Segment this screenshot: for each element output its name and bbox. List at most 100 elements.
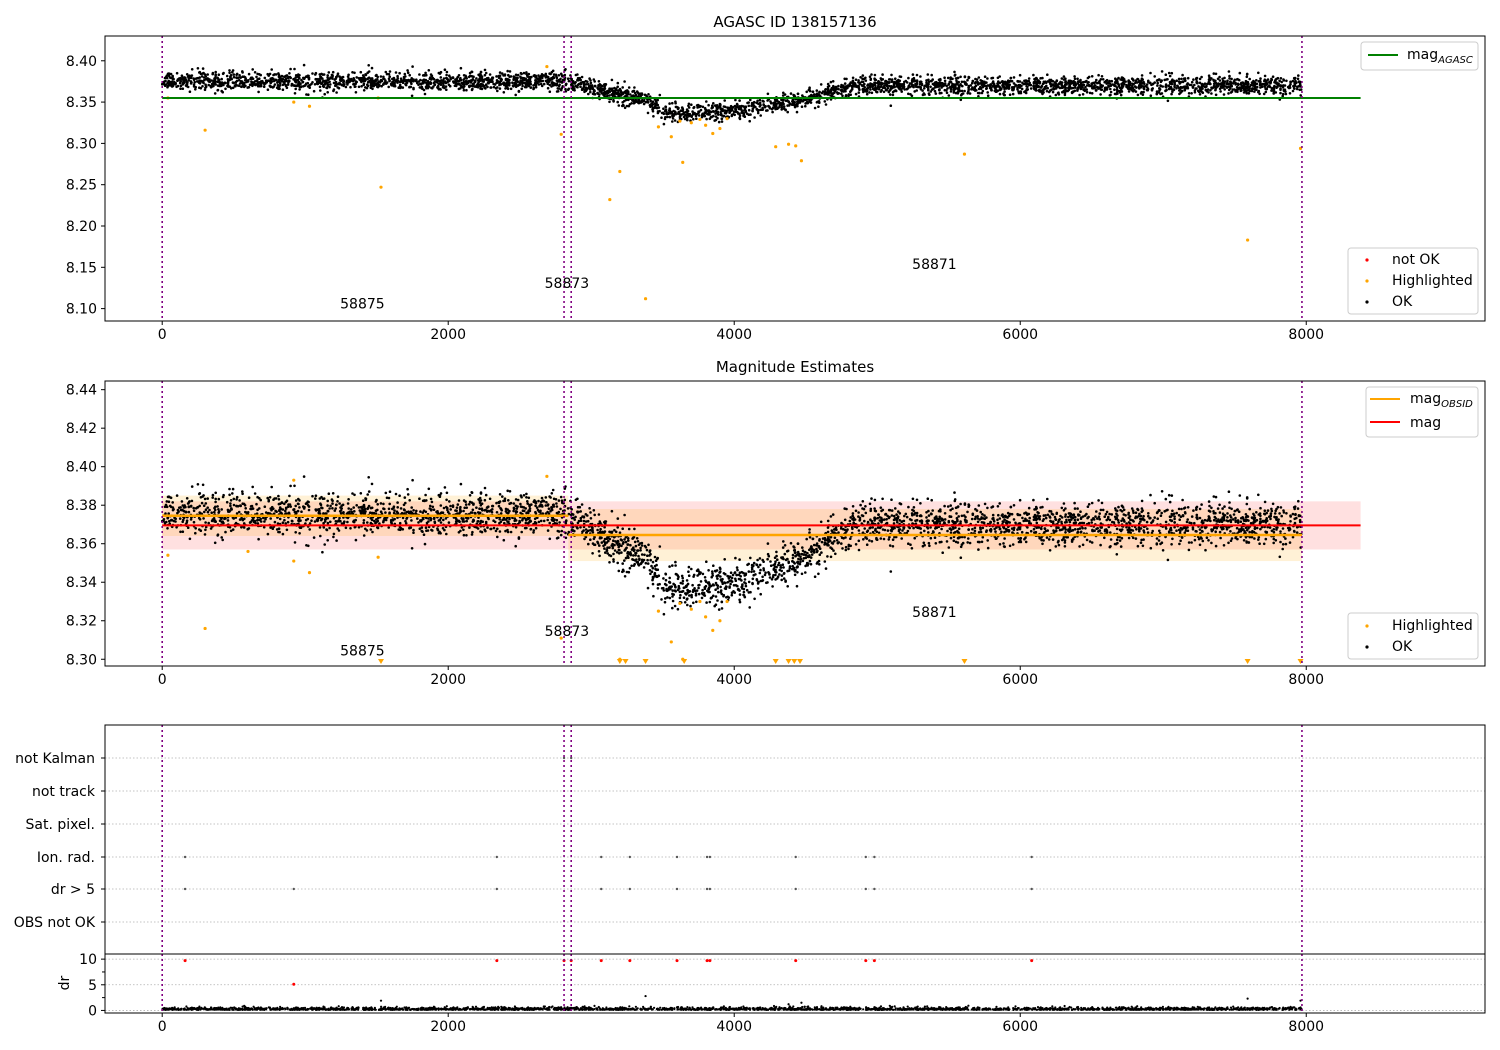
- ok-point: [1073, 75, 1076, 78]
- ok-point: [1241, 81, 1244, 84]
- ok-point: [1236, 83, 1240, 86]
- ok-point: [708, 117, 712, 121]
- ok-point: [738, 99, 741, 102]
- ok-point: [1272, 88, 1276, 92]
- ok-point: [584, 83, 588, 86]
- ok-point: [650, 570, 654, 573]
- obsid-label: 58871: [912, 257, 957, 273]
- ok-point: [281, 88, 285, 91]
- ok-point: [1053, 87, 1056, 90]
- ok-point: [1119, 545, 1123, 548]
- ok-point: [729, 104, 733, 108]
- ok-point: [557, 84, 561, 88]
- ok-point: [438, 82, 442, 85]
- ok-point: [977, 95, 980, 98]
- ok-point: [1221, 79, 1225, 83]
- y-tick-label: 8.10: [66, 302, 97, 318]
- ok-point: [865, 87, 869, 90]
- highlighted-point: [774, 145, 778, 149]
- ok-point: [846, 86, 849, 90]
- ok-point: [932, 87, 935, 91]
- ok-point: [294, 74, 298, 77]
- ok-point: [1140, 78, 1143, 82]
- ok-point: [393, 84, 397, 87]
- ok-point: [639, 546, 642, 550]
- ok-point: [353, 71, 356, 75]
- ok-point: [1040, 86, 1043, 89]
- ok-point: [644, 100, 648, 104]
- ok-point: [832, 86, 836, 89]
- ok-point: [645, 548, 649, 552]
- ok-point: [960, 80, 964, 84]
- ok-point: [439, 504, 443, 507]
- ok-point: [185, 73, 189, 76]
- ok-point: [410, 94, 414, 98]
- ok-point: [910, 94, 914, 98]
- ok-point: [379, 75, 383, 78]
- ok-point: [1265, 87, 1269, 91]
- ok-point: [800, 105, 804, 108]
- ok-point: [998, 543, 1002, 546]
- ok-point: [1205, 84, 1208, 88]
- ok-point: [1180, 77, 1183, 81]
- ok-point: [758, 98, 762, 102]
- ok-point: [1142, 87, 1146, 91]
- ok-point: [1230, 77, 1233, 81]
- ok-point: [1145, 88, 1149, 92]
- ok-point: [998, 86, 1002, 89]
- ok-point: [1198, 77, 1202, 81]
- ok-point: [583, 90, 586, 94]
- obsid-label: 58873: [545, 276, 590, 292]
- ok-point: [907, 92, 910, 96]
- ok-point: [883, 82, 886, 85]
- ok-point: [189, 76, 193, 80]
- ok-point: [712, 102, 715, 105]
- ok-point: [985, 84, 988, 88]
- ok-point: [752, 106, 755, 109]
- ok-point: [914, 84, 918, 87]
- ok-point: [620, 551, 623, 554]
- ok-point: [928, 93, 931, 96]
- ok-point: [1254, 82, 1257, 86]
- ok-point: [864, 79, 868, 82]
- ok-point: [241, 75, 244, 78]
- ok-point: [755, 101, 758, 105]
- ok-point: [969, 84, 972, 87]
- ok-point: [1003, 90, 1006, 93]
- ok-point: [891, 86, 894, 89]
- ok-point: [1125, 85, 1128, 88]
- ok-point: [666, 115, 669, 119]
- ok-point: [495, 81, 498, 84]
- ok-point: [1275, 81, 1278, 84]
- ok-point: [606, 94, 609, 97]
- ok-point: [167, 500, 171, 504]
- ok-point: [314, 71, 318, 75]
- ok-point: [564, 68, 567, 71]
- ok-point: [256, 82, 260, 85]
- ok-point: [863, 86, 866, 89]
- ok-point: [938, 88, 941, 91]
- ok-point: [227, 85, 230, 88]
- ok-point: [742, 590, 746, 594]
- ok-point: [1190, 80, 1194, 84]
- ok-point: [475, 77, 478, 80]
- ok-point: [844, 87, 847, 91]
- ok-point: [367, 80, 371, 83]
- ok-point: [462, 528, 465, 532]
- ok-point: [477, 81, 480, 84]
- ok-point: [586, 82, 590, 86]
- ok-point: [577, 78, 580, 82]
- ok-point: [1193, 89, 1197, 92]
- ok-point: [1149, 94, 1153, 97]
- ok-point: [495, 75, 498, 78]
- ok-point: [1237, 510, 1241, 513]
- ok-point: [1054, 93, 1058, 97]
- ok-point: [720, 120, 724, 123]
- ok-point: [1166, 78, 1169, 81]
- ok-point: [929, 90, 933, 93]
- ok-point: [537, 499, 540, 503]
- ok-point: [506, 69, 510, 73]
- ok-point: [771, 585, 774, 588]
- ok-point: [509, 87, 513, 91]
- ok-point: [1071, 537, 1075, 541]
